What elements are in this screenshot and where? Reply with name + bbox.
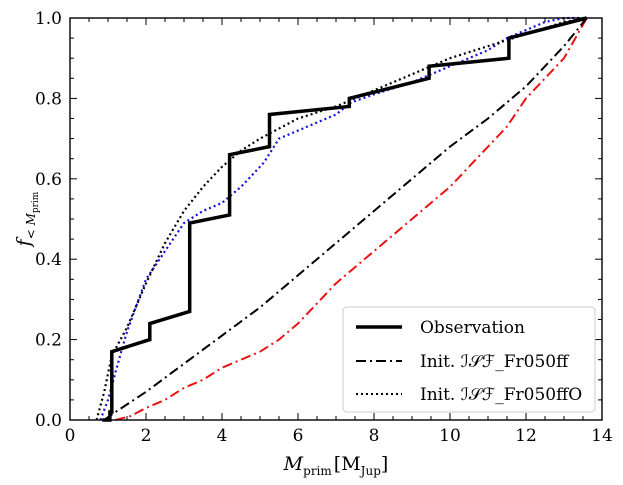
legend-label-fr050ff: Init. ℐ𝒮ℱ_Fr050ff xyxy=(420,352,570,372)
legend: Observation Init. ℐ𝒮ℱ_Fr050ff Init. ℐ𝒮ℱ_… xyxy=(342,306,596,413)
x-tick-label: 6 xyxy=(293,426,304,446)
y-tick-label: 0.6 xyxy=(35,170,62,190)
x-tick-label: 8 xyxy=(369,426,380,446)
x-tick-label: 0 xyxy=(65,426,76,446)
tick-labels-layer: 0 2 4 6 8 10 12 14 0.0 0.2 0.4 0.6 0.8 1.0 xyxy=(35,9,613,446)
series-init-fr050ff xyxy=(103,17,588,421)
legend-label-fr050ffo: Init. ℐ𝒮ℱ_Fr050ffO xyxy=(420,385,582,405)
x-tick-label: 4 xyxy=(217,426,228,446)
y-tick-label: 0.8 xyxy=(35,89,62,109)
series-red-dash-dot xyxy=(115,17,588,421)
legend-label-observation: Observation xyxy=(420,318,525,338)
y-tick-label: 0.0 xyxy=(35,411,62,431)
legend-box xyxy=(342,306,596,413)
series-observation xyxy=(102,16,588,422)
y-tick-label: 0.4 xyxy=(35,250,62,270)
x-tick-label: 12 xyxy=(515,426,537,446)
x-tick-label: 14 xyxy=(591,426,613,446)
x-axis-title: Mprim [MJup] xyxy=(283,453,389,478)
x-tick-label: 10 xyxy=(439,426,461,446)
x-tick-label: 2 xyxy=(141,426,152,446)
plot-frame xyxy=(69,17,603,421)
series-init-fr050ffo xyxy=(95,16,587,421)
y-tick-label: 0.2 xyxy=(35,331,62,351)
series-blue-dotted xyxy=(99,16,587,421)
y-axis-title: f< Mprim xyxy=(13,191,41,248)
series-layer xyxy=(95,16,588,422)
y-tick-label: 1.0 xyxy=(35,9,62,29)
